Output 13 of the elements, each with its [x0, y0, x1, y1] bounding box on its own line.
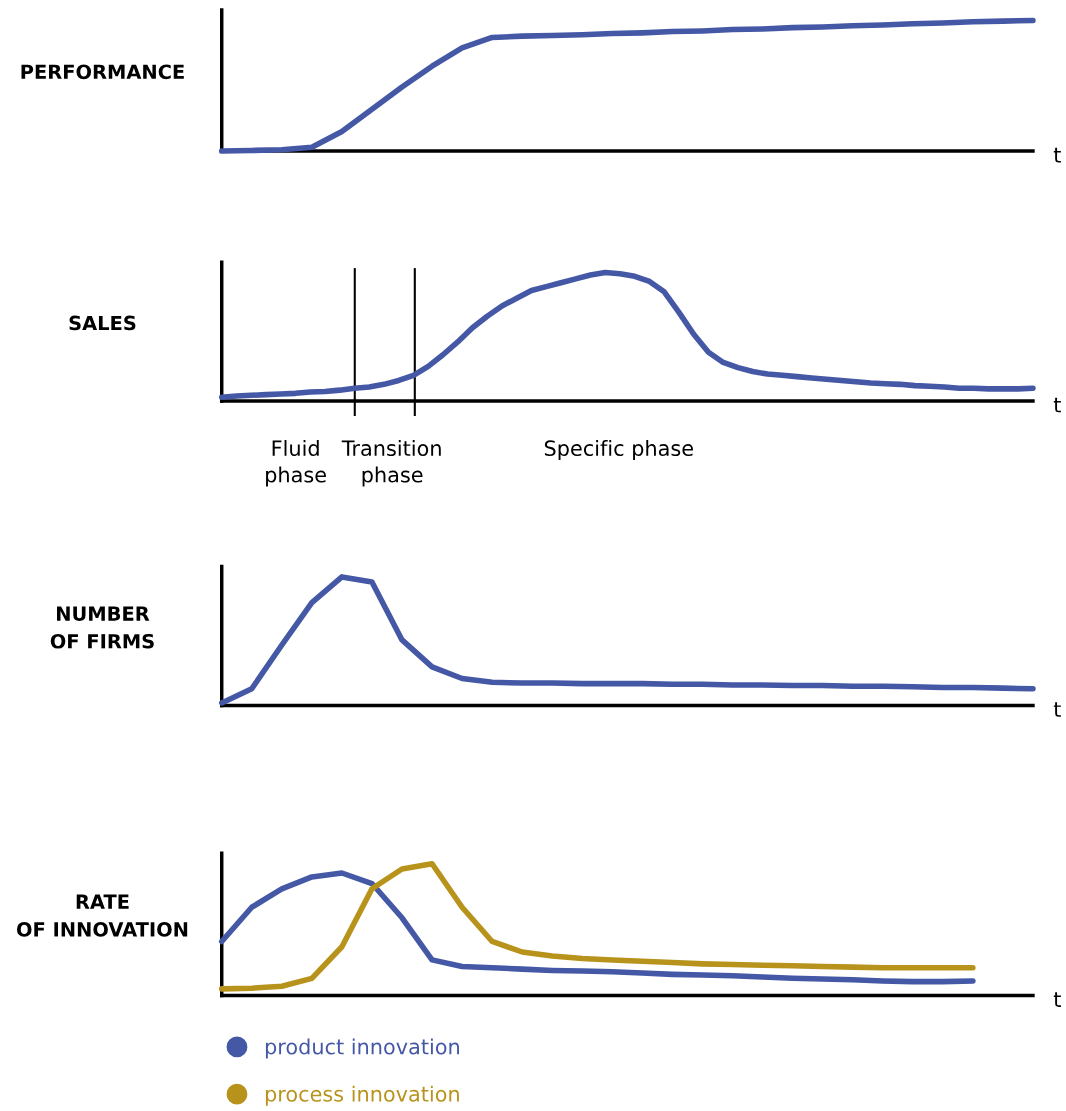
text: Specific phase [544, 439, 693, 461]
x-axis-title: t [1053, 397, 1061, 413]
y-axis-title: SALES [69, 315, 136, 331]
y-axis-title: RATE OF INNOVATION [16, 894, 188, 937]
y-axis-title: PERFORMANCE [21, 64, 184, 80]
y-axis-title: NUMBER OF FIRMS [50, 606, 154, 649]
legend-label: process innovation [265, 1085, 459, 1106]
text: Fluid phase [266, 439, 326, 487]
x-axis-title: t [1053, 992, 1061, 1007]
text: Transition phase [341, 439, 441, 487]
x-axis-title: t [1053, 147, 1061, 163]
legend-label: product innovation [265, 1038, 459, 1059]
x-axis-title: t [1053, 702, 1061, 717]
